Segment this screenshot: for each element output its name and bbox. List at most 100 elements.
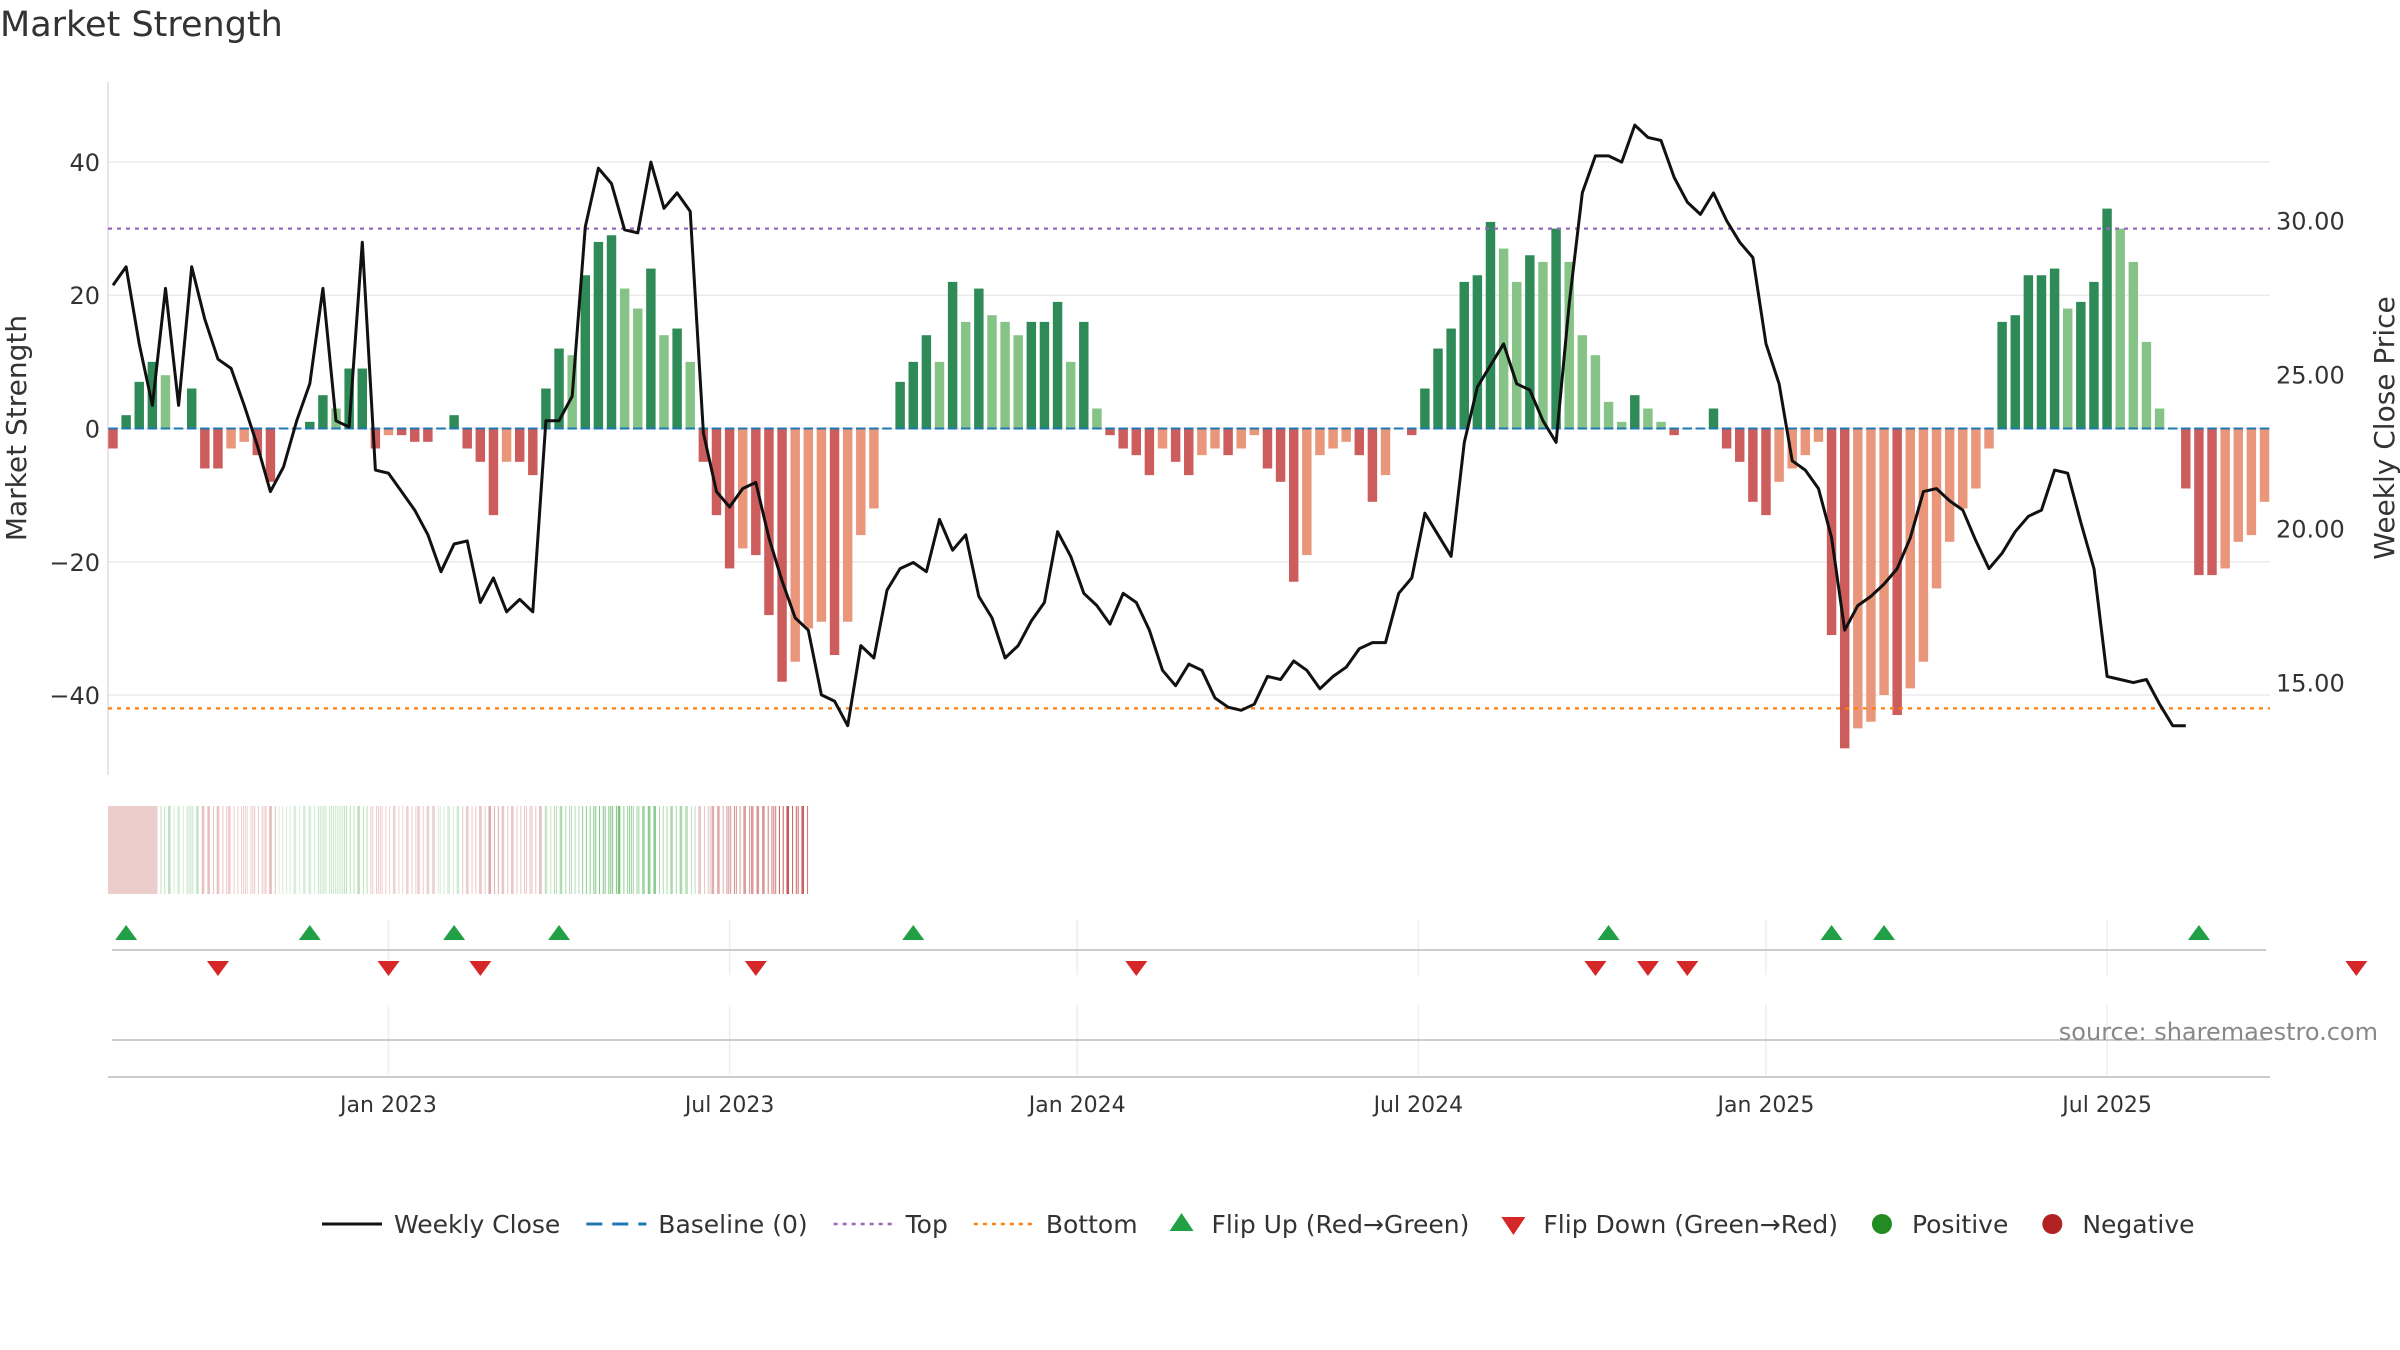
heat-cell [252,806,254,894]
strength-bar [449,415,459,429]
heat-cell [629,806,631,894]
heat-cell [201,806,205,894]
flip-down-marker [2345,961,2368,976]
x-tick-label: Jul 2024 [1372,1093,1464,1118]
heat-cell [265,806,267,894]
x-tick-label: Jul 2025 [2060,1093,2152,1118]
flip-up-marker [298,925,321,940]
heat-cell [346,806,348,894]
source-note: source: sharemaestro.com [2059,1018,2378,1046]
strength-bar [1275,428,1286,482]
strength-bar [2154,408,2165,429]
strength-bar [239,428,249,442]
heat-cell [662,806,664,894]
heat-cell [344,806,346,894]
heat-cell [795,806,797,894]
y2-tick-label: 20.00 [2276,516,2345,544]
heat-cell [555,806,557,894]
strength-bar [2181,428,2191,489]
heat-cell [612,806,614,894]
heat-cell [357,806,360,894]
strength-bar [1984,428,1994,449]
strength-bar [1039,321,1050,429]
price-line [111,123,2186,728]
heat-cell [452,806,454,894]
strength-bar [1184,428,1194,476]
heat-cell [164,806,166,894]
strength-bar [1971,428,1981,489]
legend-label: Positive [1912,1210,2008,1239]
heat-cell [516,806,518,894]
heat-cell [698,806,701,894]
heat-cell [703,806,705,894]
heat-cell [717,806,720,894]
y-axis: 40 20 0 −20 −40 [49,149,100,710]
legend-label: Bottom [1046,1210,1138,1239]
legend-item: Bottom [973,1210,1138,1239]
y2-tick-label: 15.00 [2276,670,2345,698]
strength-bar [200,428,210,469]
heat-cell [422,806,424,894]
heat-cell [278,806,280,894]
heat-cell [782,806,784,894]
heat-cell [289,806,291,894]
strength-bar [1197,428,1207,456]
strength-bar [2036,275,2047,429]
legend-label: Flip Up (Red→Green) [1212,1210,1470,1239]
heat-cell [617,806,621,894]
heat-cell [462,806,464,894]
heat-cell [293,806,297,894]
heat-cell [539,806,542,894]
heat-cell [212,806,214,894]
heat-cell [366,806,368,894]
heat-cell [771,806,773,894]
heat-cell [604,806,606,894]
strength-bar [305,421,315,429]
heat-cell [585,806,587,894]
strength-bar [856,428,866,536]
heat-cell [329,806,331,894]
heat-cell [709,806,711,894]
strength-bar [1656,421,1666,429]
heat-cell [559,806,563,894]
strength-bar [1065,361,1076,429]
strength-bar [803,428,814,629]
heat-cell [670,806,673,894]
heat-cell [336,806,338,894]
heat-cell [332,806,334,894]
y-tick-label: 20 [69,282,100,310]
strength-bar [1669,428,1679,436]
strength-bar [1026,321,1037,429]
strength-bar [2194,428,2204,576]
y-tick-label: 40 [69,149,100,177]
strength-bar [961,321,971,429]
strength-bar [842,428,853,622]
strength-bar [1839,428,1850,749]
strength-bar [475,428,486,462]
strength-bar [357,368,367,429]
strength-bar [554,348,564,429]
y-axis-label: Market Strength [0,315,33,541]
strength-bar [226,428,236,449]
flip-down-marker [1676,961,1699,976]
legend-item: Negative [2042,1210,2195,1239]
heat-cell [554,806,556,894]
strength-bar [659,335,669,429]
heat-cell [735,806,737,894]
flip-down-marker [1125,961,1148,976]
strength-bar [396,428,407,436]
flip-down-marker [469,961,492,976]
strength-bar [2128,261,2139,429]
heat-cell [402,806,404,894]
strength-bar [344,368,354,429]
heat-cell [269,806,272,894]
heat-cell [479,806,482,894]
strength-bar [921,335,932,429]
strength-bar [160,375,171,429]
strength-bar [1380,428,1391,476]
heat-cell [392,806,396,894]
heat-cell [756,806,760,894]
strength-bar [1144,428,1155,476]
strength-bar [1958,428,1968,509]
heat-cell [792,806,794,894]
